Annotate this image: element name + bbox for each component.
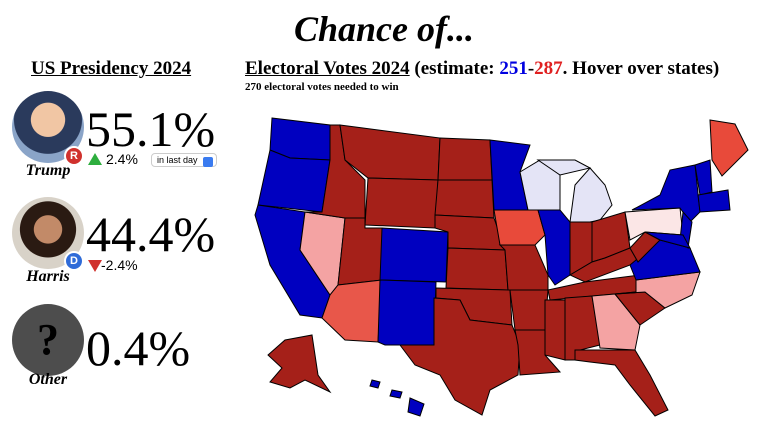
state[interactable] xyxy=(709,119,749,177)
state[interactable] xyxy=(257,149,331,213)
state[interactable] xyxy=(536,159,592,176)
change: 2.4% xyxy=(106,151,138,167)
win-chance: 44.4% xyxy=(86,206,216,262)
up-arrow xyxy=(88,153,102,165)
party-badge: D xyxy=(64,251,84,271)
state[interactable] xyxy=(399,297,521,416)
state[interactable] xyxy=(537,209,571,286)
state[interactable] xyxy=(591,293,641,351)
state[interactable] xyxy=(369,379,381,389)
state[interactable] xyxy=(631,164,701,223)
electoral-heading: Electoral Votes 2024 (estimate: 251-287.… xyxy=(245,58,719,80)
state[interactable] xyxy=(498,244,549,291)
party-badge: R xyxy=(64,146,84,166)
estimate-prefix: (estimate: xyxy=(414,58,500,79)
note: 270 electoral votes needed to win xyxy=(245,81,399,93)
separator: - xyxy=(527,58,535,79)
state[interactable] xyxy=(697,189,731,213)
state[interactable] xyxy=(644,231,691,249)
down-arrow xyxy=(88,260,102,272)
rep-votes: 287 xyxy=(534,58,563,79)
states xyxy=(254,117,749,417)
period-select[interactable]: in last day xyxy=(151,153,217,167)
state[interactable] xyxy=(337,217,383,286)
state[interactable] xyxy=(574,349,669,417)
state[interactable] xyxy=(493,209,546,246)
other-avatar: ? xyxy=(12,304,84,376)
state[interactable] xyxy=(509,289,549,331)
dem-votes: 251 xyxy=(499,58,528,79)
state[interactable] xyxy=(407,397,425,417)
state[interactable] xyxy=(364,177,439,229)
candidate-name: Harris xyxy=(26,268,70,285)
section-title: Electoral Votes 2024 xyxy=(245,58,410,79)
section-title: US Presidency 2024 xyxy=(31,58,192,79)
candidate-name: Other xyxy=(28,371,68,388)
state[interactable] xyxy=(519,159,561,211)
candidate-name: Trump xyxy=(25,162,71,179)
state[interactable] xyxy=(437,137,493,181)
win-chance: 55.1% xyxy=(86,101,216,157)
state[interactable] xyxy=(445,247,509,291)
state[interactable] xyxy=(569,167,613,223)
win-chance: 0.4% xyxy=(86,320,191,376)
state[interactable] xyxy=(267,334,332,394)
state[interactable] xyxy=(694,159,713,196)
state[interactable] xyxy=(379,227,449,283)
state[interactable] xyxy=(389,389,403,399)
state[interactable] xyxy=(434,179,495,219)
state[interactable] xyxy=(544,299,566,361)
estimate-suffix: . Hover over states) xyxy=(562,58,720,79)
state[interactable] xyxy=(377,279,437,346)
change: -2.4% xyxy=(101,257,138,273)
page-title: Chance of... xyxy=(294,9,474,49)
state[interactable] xyxy=(614,271,701,309)
